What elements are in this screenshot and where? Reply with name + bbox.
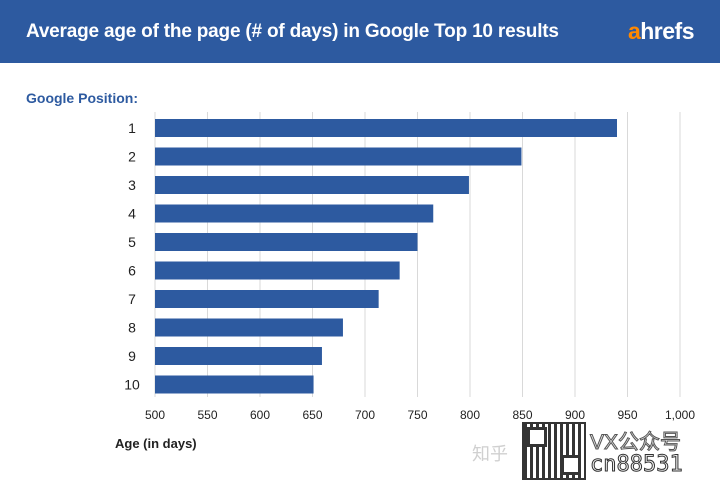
bar [155,176,469,194]
y-tick-label: 7 [128,291,136,307]
bar [155,204,434,223]
chart-title: Average age of the page (# of days) in G… [26,20,559,42]
bar [155,375,314,394]
x-tick-label: 800 [460,408,480,422]
y-tick-label: 10 [124,377,140,393]
bar [155,119,617,137]
y-tick-label: 9 [128,348,136,364]
x-tick-label: 650 [302,408,322,422]
cn-watermark-text: cn88531 [590,452,684,478]
y-tick-label: 1 [128,120,136,136]
y-tick-label: 6 [128,263,136,279]
x-tick-label: 600 [250,408,270,422]
ahrefs-logo: ahrefs [627,18,695,45]
bar [155,347,322,365]
x-tick-label: 900 [565,408,585,422]
chart-header: Average age of the page (# of days) in G… [0,0,720,63]
x-tick-label: 950 [617,408,637,422]
qr-code-icon [522,422,586,480]
x-axis-title: Age (in days) [115,436,197,451]
bars [155,119,617,394]
bar [155,261,400,280]
y-axis-title: Google Position: [26,90,138,106]
zhihu-watermark-text: 知乎 [472,444,508,464]
y-tick-label: 4 [128,206,136,222]
bar [155,290,379,308]
y-tick-label: 5 [128,234,136,250]
x-tick-label: 1,000 [665,408,695,422]
watermark: 知乎 VX公众号 cn88531 [472,418,720,482]
bar [155,233,418,251]
x-tick-labels: 500 550 600 650 700 750 800 850 900 950 1,000 [145,408,695,422]
logo-accent-letter: a [627,18,641,44]
y-tick-label: 8 [128,320,136,336]
x-tick-label: 850 [512,408,532,422]
y-tick-label: 3 [128,177,136,193]
x-tick-label: 750 [407,408,427,422]
x-tick-label: 550 [197,408,217,422]
y-tick-labels: 1 2 3 4 5 6 7 8 9 10 [124,120,140,393]
bar [155,318,343,337]
bar [155,147,522,166]
x-tick-label: 700 [355,408,375,422]
vx-watermark-text: VX公众号 [589,431,682,455]
logo-text: hrefs [640,18,694,44]
y-tick-label: 2 [128,149,136,165]
x-tick-label: 500 [145,408,165,422]
